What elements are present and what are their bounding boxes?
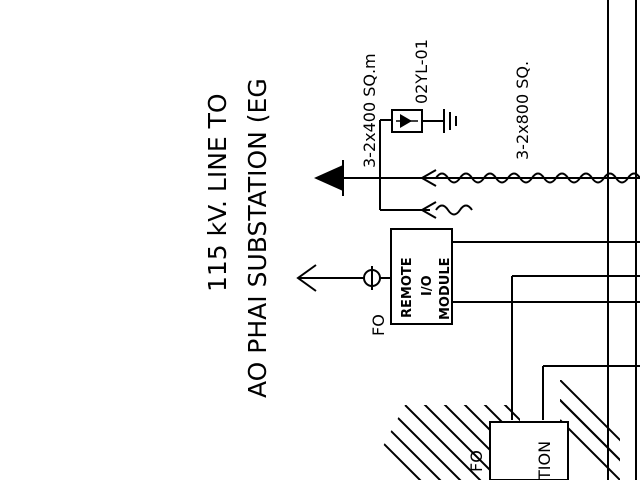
line-arrow-head (314, 160, 344, 196)
ground-icon (422, 109, 457, 133)
fo-label-lower: FO (467, 450, 486, 472)
remote-io-module: REMOTE I/O MODULE (390, 228, 453, 325)
fo-arrow (296, 264, 391, 292)
device-symbol (391, 109, 423, 133)
station-box: TION (489, 421, 569, 480)
cable-wavy-upper (435, 172, 640, 184)
module-line-1: REMOTE (400, 257, 415, 318)
cable-label-400: 3-2x400 SQ.m (360, 53, 379, 168)
connector-chevrons (419, 169, 437, 219)
module-line-3: MODULE (438, 258, 453, 321)
title-line-1: 115 kV. LINE TO (203, 93, 232, 292)
cable-wavy-lower (435, 204, 473, 216)
title-line-2: AO PHAI SUBSTATION (EG (243, 78, 272, 398)
fo-label: FO (369, 314, 388, 336)
cable-label-800: 3-2x800 SQ. (513, 61, 532, 160)
device-id-label: 02YL-01 (412, 39, 431, 104)
station-box-text: TION (535, 441, 554, 480)
hatched-zone-right (560, 380, 620, 480)
module-line-2: I/O (420, 275, 435, 296)
